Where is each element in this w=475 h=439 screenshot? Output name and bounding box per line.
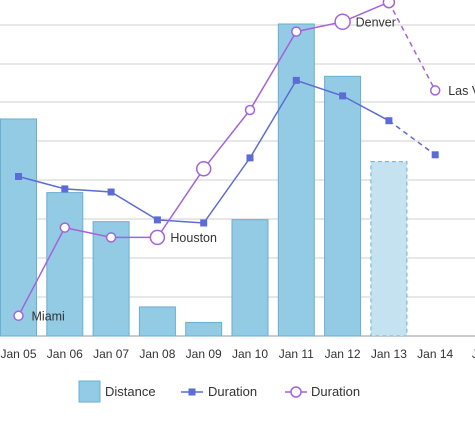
point-label: Denver bbox=[356, 15, 396, 29]
x-tick-label: Jan 11 bbox=[279, 347, 314, 361]
svg-text:Duration: Duration bbox=[208, 384, 257, 399]
legend[interactable]: Distance Duration Duration bbox=[78, 380, 360, 403]
point-jan-10[interactable] bbox=[246, 154, 254, 162]
distance-bars bbox=[0, 23, 408, 337]
x-tick-label: Jan 13 bbox=[371, 347, 407, 361]
point-jan-13[interactable] bbox=[382, 0, 396, 9]
point-jan-12[interactable] bbox=[334, 13, 351, 31]
point-jan-08[interactable] bbox=[153, 216, 161, 224]
x-tick-label: Jan 08 bbox=[139, 347, 175, 361]
point-jan-06[interactable] bbox=[61, 185, 69, 193]
legend-item-distance[interactable]: Distance bbox=[78, 380, 156, 403]
series-line-dashed bbox=[388, 120, 436, 156]
point-jan-07[interactable] bbox=[107, 188, 115, 196]
x-tick-label: Jan 09 bbox=[186, 347, 222, 361]
point-jan-14[interactable] bbox=[429, 85, 441, 96]
point-jan-08[interactable] bbox=[149, 229, 166, 246]
point-labels: Miami Houston Denver Las V bbox=[32, 15, 475, 323]
point-label: Miami bbox=[32, 309, 65, 323]
point-jan-14[interactable] bbox=[431, 151, 439, 159]
bar-jan-09[interactable] bbox=[185, 321, 223, 337]
point-jan-09[interactable] bbox=[195, 161, 212, 177]
duration-circle-line bbox=[13, 0, 441, 322]
point-jan-06[interactable] bbox=[59, 222, 71, 233]
point-jan-05[interactable] bbox=[15, 173, 22, 180]
x-tick-label: Jan 10 bbox=[232, 347, 268, 361]
duration-square-line bbox=[15, 76, 439, 227]
point-label: Las V bbox=[448, 84, 475, 98]
svg-text:Duration: Duration bbox=[311, 384, 360, 399]
series-line-dashed bbox=[388, 1, 436, 91]
legend-item-duration-circle[interactable]: Duration bbox=[285, 384, 360, 399]
bar-jan-11[interactable] bbox=[277, 23, 315, 337]
point-label: Houston bbox=[170, 231, 217, 245]
bar-jan-13[interactable] bbox=[370, 161, 408, 337]
bar-jan-08[interactable] bbox=[138, 306, 176, 337]
x-tick-label: Jan 12 bbox=[325, 347, 361, 361]
point-jan-13[interactable] bbox=[385, 117, 393, 125]
point-jan-12[interactable] bbox=[339, 92, 347, 100]
x-axis-ticks: Jan 05 Jan 06 Jan 07 Jan 08 Jan 09 Jan 10 Jan … bbox=[0, 347, 475, 361]
x-tick-label: Jan 06 bbox=[47, 347, 83, 361]
point-jan-11[interactable] bbox=[292, 76, 300, 84]
x-tick-label: Jan 05 bbox=[0, 347, 36, 361]
point-jan-09[interactable] bbox=[200, 219, 208, 227]
point-jan-10[interactable] bbox=[244, 104, 256, 116]
x-tick-label: Jan 07 bbox=[93, 347, 129, 361]
bar-jan-05[interactable] bbox=[0, 118, 37, 337]
bar-jan-12[interactable] bbox=[324, 75, 362, 337]
x-tick-label: Jan bbox=[472, 347, 475, 361]
point-jan-11[interactable] bbox=[291, 26, 302, 37]
point-jan-07[interactable] bbox=[105, 232, 117, 243]
bar-jan-06[interactable] bbox=[46, 192, 84, 337]
legend-item-duration-square[interactable]: Duration bbox=[181, 384, 257, 399]
bar-jan-10[interactable] bbox=[231, 219, 269, 337]
svg-text:Distance: Distance bbox=[105, 384, 156, 399]
x-tick-label: Jan 14 bbox=[417, 347, 453, 361]
point-jan-05[interactable] bbox=[13, 310, 24, 322]
